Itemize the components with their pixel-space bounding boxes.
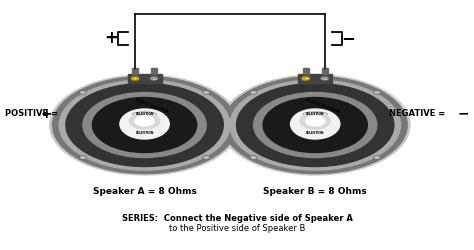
Circle shape — [53, 76, 237, 174]
Circle shape — [374, 156, 381, 160]
Circle shape — [59, 80, 230, 170]
Ellipse shape — [120, 109, 169, 139]
Text: CELESTION: CELESTION — [306, 130, 324, 134]
Circle shape — [237, 84, 394, 166]
Ellipse shape — [132, 112, 157, 116]
Ellipse shape — [303, 112, 328, 116]
Circle shape — [250, 156, 257, 160]
Circle shape — [300, 113, 330, 129]
Text: NEGATIVE =: NEGATIVE = — [389, 110, 448, 118]
Text: +: + — [40, 107, 52, 121]
FancyBboxPatch shape — [322, 68, 328, 74]
Text: CELESTION: CELESTION — [136, 130, 154, 134]
Text: −: − — [153, 76, 155, 80]
Text: +: + — [134, 76, 137, 80]
Circle shape — [203, 90, 210, 94]
Text: BLACK SHADOW: BLACK SHADOW — [305, 98, 340, 114]
Text: Speaker A = 8 Ohms: Speaker A = 8 Ohms — [92, 188, 197, 196]
Circle shape — [306, 116, 325, 126]
Circle shape — [301, 76, 310, 81]
Ellipse shape — [291, 109, 340, 139]
Text: POSITIVE =: POSITIVE = — [5, 110, 61, 118]
FancyBboxPatch shape — [303, 68, 309, 74]
Circle shape — [223, 76, 407, 174]
Circle shape — [220, 75, 410, 175]
Circle shape — [203, 156, 210, 160]
Circle shape — [150, 76, 158, 81]
Circle shape — [254, 92, 377, 158]
Circle shape — [250, 90, 257, 94]
Text: CELESTION: CELESTION — [136, 112, 154, 116]
Circle shape — [135, 116, 154, 126]
Text: −: − — [453, 107, 469, 121]
Circle shape — [79, 156, 86, 160]
Text: BLACK SHADOW: BLACK SHADOW — [135, 98, 170, 114]
Text: Speaker B = 8 Ohms: Speaker B = 8 Ohms — [264, 188, 367, 196]
FancyBboxPatch shape — [128, 74, 162, 83]
Text: to the Positive side of Speaker B: to the Positive side of Speaker B — [169, 224, 305, 233]
Text: −: − — [341, 29, 356, 48]
Text: −: − — [323, 76, 326, 80]
Text: CELESTION: CELESTION — [306, 112, 324, 116]
Circle shape — [83, 92, 206, 158]
Circle shape — [374, 90, 381, 94]
FancyBboxPatch shape — [132, 68, 138, 74]
Circle shape — [50, 75, 239, 175]
Circle shape — [79, 90, 86, 94]
Circle shape — [263, 98, 367, 152]
Circle shape — [92, 98, 197, 152]
Text: +: + — [104, 29, 118, 48]
FancyBboxPatch shape — [298, 74, 332, 83]
Text: SERIES:  Connect the Negative side of Speaker A: SERIES: Connect the Negative side of Spe… — [121, 214, 353, 223]
FancyBboxPatch shape — [151, 68, 157, 74]
Circle shape — [320, 76, 329, 81]
Circle shape — [131, 76, 139, 81]
Text: +: + — [304, 76, 307, 80]
Circle shape — [230, 80, 401, 170]
Circle shape — [129, 113, 160, 129]
Circle shape — [66, 84, 223, 166]
